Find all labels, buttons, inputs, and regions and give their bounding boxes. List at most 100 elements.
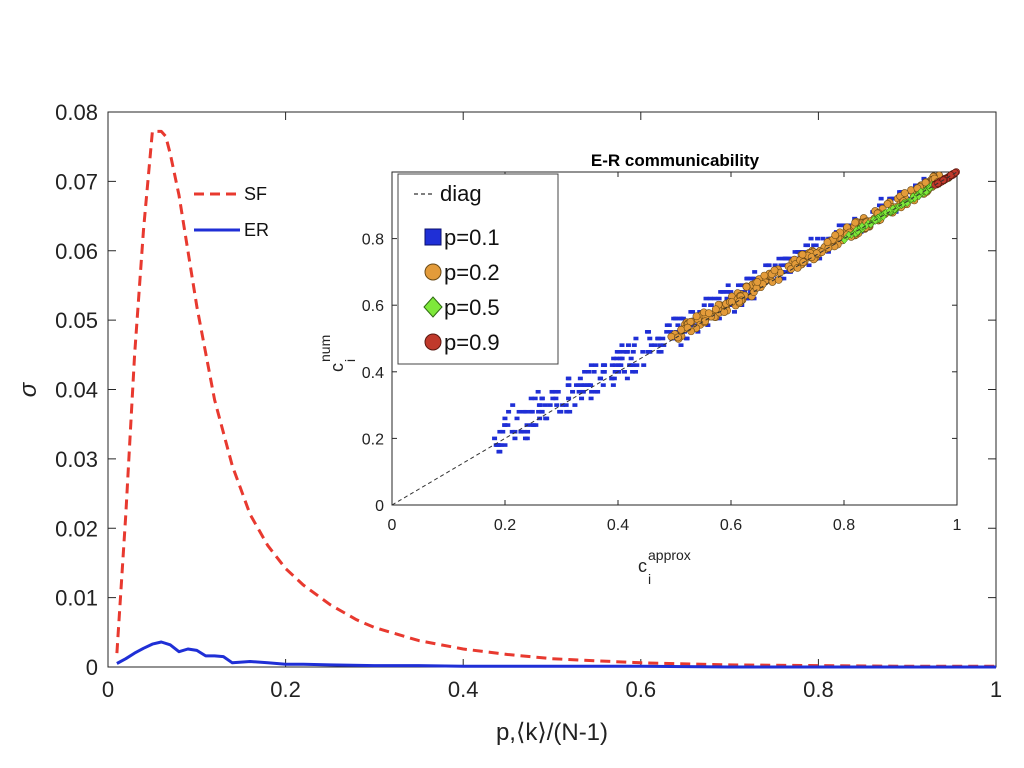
- inset-point-p01: [683, 336, 689, 341]
- inset-point-p01: [657, 343, 663, 347]
- inset-point-p01: [611, 376, 617, 381]
- inset-scatter-points: [492, 168, 960, 454]
- inset-point-p01: [549, 389, 555, 394]
- inset-point-p01: [585, 383, 591, 387]
- inset-legend-p09-label: p=0.9: [444, 330, 500, 355]
- inset-point-p01: [612, 370, 618, 374]
- inset-point-p01: [563, 403, 569, 407]
- inset-point-p01: [718, 290, 724, 294]
- inset-point-p01: [840, 223, 846, 228]
- inset-point-p01: [525, 429, 531, 434]
- inset-point-p01: [557, 409, 563, 414]
- inset-point-p01: [492, 436, 498, 441]
- inset-point-p01: [878, 196, 884, 201]
- main-x-tick-label: 0.6: [626, 677, 657, 702]
- inset-point-p01: [631, 343, 637, 347]
- inset-point-p01: [619, 343, 625, 347]
- inset-point-p01: [707, 296, 713, 301]
- inset-point-p01: [555, 389, 561, 394]
- inset-point-p01: [591, 370, 597, 374]
- inset-x-label: c i approx: [638, 547, 691, 587]
- inset-point-p01: [593, 363, 599, 367]
- inset-point-p01: [921, 176, 927, 181]
- inset-point-p02: [823, 238, 832, 247]
- inset-point-p05: [858, 222, 866, 230]
- inset-point-p01: [521, 429, 527, 434]
- inset-point-p01: [497, 429, 503, 434]
- inset-point-p01: [725, 290, 731, 294]
- inset-point-p01: [539, 409, 545, 414]
- inset-point-p01: [600, 383, 606, 387]
- inset-point-p01: [673, 316, 679, 321]
- inset-point-p01: [502, 423, 508, 427]
- inset-point-p01: [660, 336, 666, 341]
- inset-point-p01: [815, 236, 821, 241]
- inset-point-p01: [647, 336, 653, 341]
- inset-point-p02: [711, 305, 720, 314]
- inset-point-p01: [502, 443, 508, 447]
- main-y-tick-label: 0.04: [55, 378, 98, 403]
- inset-point-p01: [633, 336, 639, 341]
- inset-point-p01: [690, 310, 696, 314]
- inset-point-p01: [668, 330, 674, 334]
- inset-point-p01: [646, 350, 652, 354]
- inset-point-p01: [575, 383, 581, 387]
- inset-point-p02: [760, 271, 769, 280]
- inset-point-p05: [917, 187, 925, 196]
- inset-point-p01: [750, 276, 756, 281]
- inset-point-p01: [536, 409, 542, 414]
- inset-point-p01: [514, 416, 520, 421]
- inset-point-p01: [537, 403, 543, 407]
- inset-x-label-sup: approx: [648, 547, 691, 563]
- inset-point-p01: [579, 396, 585, 401]
- inset-point-p01: [521, 409, 527, 414]
- inset-point-p01: [588, 383, 594, 387]
- inset-point-p01: [624, 350, 630, 354]
- inset-point-p01: [737, 283, 743, 288]
- main-x-tick-label: 0.8: [803, 677, 834, 702]
- inset-x-label-sub: i: [648, 571, 651, 587]
- inset-point-p01: [532, 396, 538, 401]
- inset-point-p01: [640, 350, 646, 354]
- inset-point-p01: [614, 356, 620, 361]
- inset-legend-p05-label: p=0.5: [444, 295, 500, 320]
- inset-point-p01: [542, 403, 548, 407]
- inset-y-label-sub: i: [342, 359, 358, 362]
- inset-point-p01: [539, 396, 545, 401]
- inset-point-p01: [582, 370, 588, 374]
- inset-point-p01: [543, 416, 549, 421]
- inset-x-tick-label: 0.8: [833, 517, 855, 534]
- inset-y-tick-label: 0: [375, 498, 384, 515]
- inset-point-p01: [725, 283, 731, 288]
- inset-point-p02: [851, 218, 860, 227]
- inset-point-p01: [500, 429, 506, 434]
- main-y-tick-label: 0.05: [55, 308, 98, 333]
- main-y-tick-label: 0: [86, 655, 98, 680]
- inset-legend-p01-label: p=0.1: [444, 225, 500, 250]
- main-axis-ticks: 0 0.2 0.4 0.6 0.8 1 0 0.01 0.02 0.03 0.04 0.05 0.06 0…: [55, 100, 1002, 702]
- inset-point-p01: [502, 416, 508, 421]
- main-x-tick-label: 1: [990, 677, 1002, 702]
- inset-point-p01: [572, 403, 578, 407]
- inset-point-p01: [745, 276, 751, 281]
- inset-point-p01: [708, 303, 714, 307]
- inset-point-p01: [512, 436, 518, 441]
- inset-point-p01: [588, 396, 594, 401]
- inset-point-p01: [716, 296, 722, 301]
- main-y-label: σ: [15, 381, 42, 397]
- inset-point-p01: [825, 250, 831, 254]
- inset-point-p02: [900, 189, 909, 197]
- inset-point-p02: [798, 250, 807, 259]
- inset-point-p01: [772, 263, 778, 268]
- legend-sf-label: SF: [244, 184, 267, 204]
- inset-point-p01: [509, 429, 515, 434]
- main-y-tick-label: 0.03: [55, 447, 98, 472]
- inset-point-p01: [620, 350, 626, 354]
- legend-er-label: ER: [244, 220, 269, 240]
- inset-point-p01: [766, 263, 772, 268]
- inset-point-p01: [664, 330, 670, 334]
- main-y-tick-label: 0.07: [55, 169, 98, 194]
- main-series-sf-line: [115, 129, 996, 668]
- inset-point-p01: [630, 350, 636, 354]
- main-x-tick-label: 0.4: [448, 677, 479, 702]
